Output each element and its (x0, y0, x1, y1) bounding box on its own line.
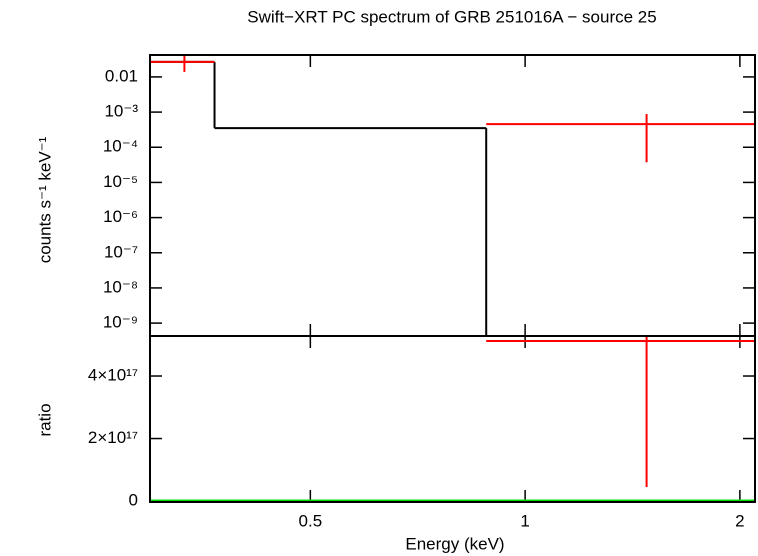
y-tick-label: 10⁻⁹ (103, 313, 138, 332)
y-tick-label: 0 (129, 491, 138, 510)
chart-title: Swift−XRT PC spectrum of GRB 251016A − s… (247, 7, 656, 26)
y-axis-label: counts s⁻¹ keV⁻¹ (35, 136, 54, 263)
x-tick-label: 2 (735, 511, 744, 530)
y-axis-label: ratio (35, 403, 54, 436)
y-tick-label: 10⁻⁷ (104, 242, 138, 261)
x-tick-label: 0.5 (299, 511, 323, 530)
plot-frame (149, 335, 756, 503)
y-tick-label: 0.01 (105, 66, 138, 85)
y-tick-label: 10⁻⁴ (103, 137, 138, 156)
y-tick-label: 10⁻⁵ (103, 172, 138, 191)
y-tick-label: 10⁻³ (104, 102, 138, 121)
plot-frame (149, 54, 756, 337)
y-tick-label: 10⁻⁶ (103, 207, 138, 226)
y-tick-label: 10⁻⁸ (103, 277, 138, 296)
x-axis-label: Energy (keV) (405, 534, 504, 553)
y-tick-label: 2×10¹⁷ (88, 428, 138, 447)
y-tick-label: 4×10¹⁷ (88, 365, 138, 384)
x-tick-label: 1 (520, 511, 529, 530)
